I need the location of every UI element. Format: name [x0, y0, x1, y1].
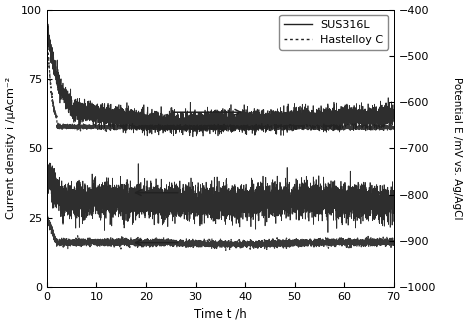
Legend: SUS316L, Hastelloy C: SUS316L, Hastelloy C — [279, 15, 388, 50]
Y-axis label: Current density i /μAcm⁻²: Current density i /μAcm⁻² — [6, 77, 15, 219]
Y-axis label: Potential E /mV vs. Ag/AgCl: Potential E /mV vs. Ag/AgCl — [453, 77, 462, 219]
X-axis label: Time t /h: Time t /h — [194, 307, 247, 320]
